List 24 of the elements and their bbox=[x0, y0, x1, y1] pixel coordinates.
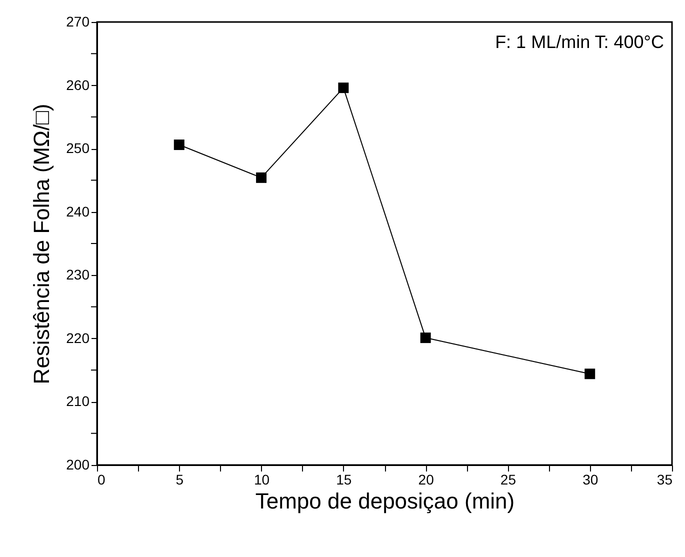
x-axis-title: Tempo de deposiçao (min) bbox=[255, 488, 515, 514]
y-axis-title: Resistência de Folha (MΩ/□) bbox=[29, 104, 54, 384]
x-tick-label: 30 bbox=[582, 472, 598, 488]
x-tick-label: 10 bbox=[254, 472, 270, 488]
point bbox=[256, 172, 267, 183]
point bbox=[420, 332, 431, 344]
point bbox=[338, 82, 349, 94]
y-tick-label: 270 bbox=[66, 14, 90, 30]
point bbox=[174, 140, 184, 150]
x-tick-label: 5 bbox=[176, 472, 184, 488]
y-tick-label: 260 bbox=[66, 76, 90, 93]
y-tick-label: 200 bbox=[66, 456, 90, 472]
y-tick-label: 240 bbox=[66, 203, 90, 220]
x-tick-label: 0 bbox=[98, 472, 106, 488]
x-tick-label: 25 bbox=[500, 472, 516, 488]
y-tick-label: 220 bbox=[66, 330, 90, 346]
x-tick-label: 15 bbox=[336, 472, 352, 488]
x-tick-label: 35 bbox=[656, 472, 673, 488]
point bbox=[584, 368, 596, 380]
y-tick-label: 210 bbox=[66, 393, 90, 410]
y-tick-label: 230 bbox=[66, 266, 90, 283]
x-tick-label: 20 bbox=[418, 472, 434, 488]
y-tick-label: 250 bbox=[66, 140, 90, 156]
annotation: F: 1 ML/min T: 400°C bbox=[495, 32, 664, 52]
